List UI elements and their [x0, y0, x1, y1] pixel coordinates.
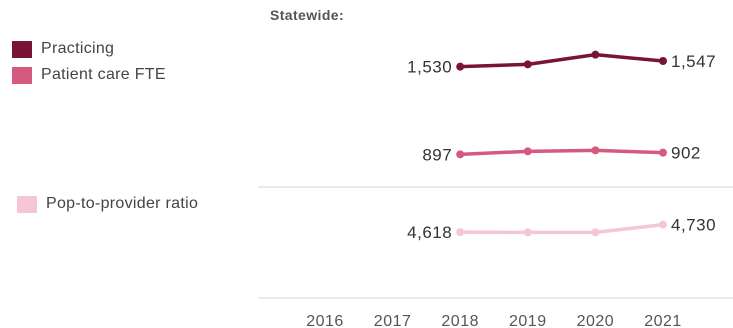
series-line-patient-care-fte: [460, 148, 664, 157]
data-label-last-practicing: 1,547: [671, 52, 716, 71]
legend-item-practicing[interactable]: Practicing: [12, 40, 114, 58]
data-point-pop-to-provider-ratio-2021[interactable]: [659, 220, 667, 229]
x-tick-label-2019: 2019: [509, 313, 547, 328]
x-tick-label-2018: 2018: [441, 313, 479, 328]
series-pop-to-provider-ratio: 4,618 4,730: [407, 216, 716, 242]
legend-item-patient-care-fte[interactable]: Patient care FTE: [12, 66, 166, 84]
legend-label-practicing: Practicing: [41, 40, 115, 57]
x-tick-label-2020: 2020: [577, 313, 615, 328]
data-label-last-pop-to-provider-ratio: 4,730: [671, 216, 716, 235]
legend-item-pop-to-provider-ratio[interactable]: Pop-to-provider ratio: [17, 195, 198, 213]
data-point-patient-care-fte-2018[interactable]: [456, 150, 465, 159]
data-point-pop-to-provider-ratio-2019[interactable]: [523, 228, 532, 237]
data-point-practicing-2018[interactable]: [456, 62, 465, 71]
data-point-practicing-2020[interactable]: [591, 50, 600, 59]
legend-label-pop-to-provider-ratio: Pop-to-provider ratio: [46, 195, 199, 212]
series-patient-care-fte: 897 902: [422, 144, 701, 165]
data-point-practicing-2021[interactable]: [659, 57, 667, 65]
legend-swatch-patient-care-fte: [12, 66, 32, 84]
data-point-patient-care-fte-2019[interactable]: [523, 147, 532, 156]
legend-swatch-pop-to-provider-ratio: [17, 195, 37, 213]
data-label-first-patient-care-fte: 897: [422, 145, 452, 164]
data-label-first-pop-to-provider-ratio: 4,618: [407, 223, 452, 242]
data-point-pop-to-provider-ratio-2020[interactable]: [591, 228, 600, 237]
section-title: Statewide:: [270, 7, 345, 23]
data-point-practicing-2019[interactable]: [523, 60, 532, 69]
legend-swatch-practicing: [12, 40, 32, 58]
data-point-patient-care-fte-2021[interactable]: [659, 148, 667, 157]
data-point-pop-to-provider-ratio-2018[interactable]: [456, 228, 465, 237]
x-tick-label-2021: 2021: [644, 313, 682, 328]
legend-label-patient-care-fte: Patient care FTE: [41, 66, 166, 83]
series-practicing: 1,530 1,547: [407, 50, 716, 77]
data-label-first-practicing: 1,530: [407, 58, 452, 77]
x-tick-label-2016: 2016: [306, 313, 344, 328]
series-line-practicing: [460, 52, 664, 69]
series-line-pop-to-provider-ratio: [460, 222, 664, 235]
x-tick-label-2017: 2017: [374, 313, 412, 328]
data-point-patient-care-fte-2020[interactable]: [591, 146, 600, 155]
data-label-last-patient-care-fte: 902: [671, 144, 701, 163]
